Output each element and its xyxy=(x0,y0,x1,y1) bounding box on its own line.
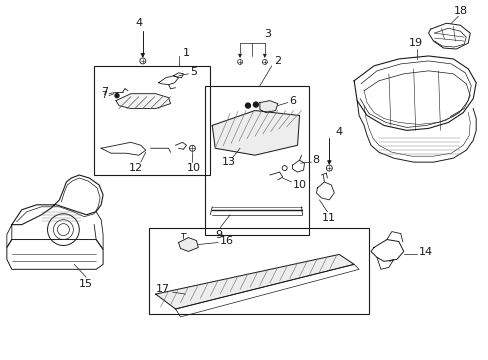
Circle shape xyxy=(253,102,258,107)
Text: 19: 19 xyxy=(408,38,422,48)
Circle shape xyxy=(245,103,250,108)
Text: 10: 10 xyxy=(292,180,306,190)
Polygon shape xyxy=(212,111,299,155)
Text: 18: 18 xyxy=(452,6,467,16)
Polygon shape xyxy=(155,255,353,309)
Text: 8: 8 xyxy=(312,155,319,165)
Text: 15: 15 xyxy=(79,279,93,289)
Text: 7: 7 xyxy=(101,87,108,97)
Text: 13: 13 xyxy=(222,157,236,167)
Text: 16: 16 xyxy=(220,235,234,246)
Circle shape xyxy=(115,94,119,98)
Text: 4: 4 xyxy=(335,127,342,138)
Text: 9: 9 xyxy=(215,230,222,239)
Text: 10: 10 xyxy=(186,163,200,173)
Text: 1: 1 xyxy=(182,48,189,58)
Text: 7: 7 xyxy=(101,91,107,100)
Bar xyxy=(205,86,309,235)
Text: 4: 4 xyxy=(135,18,142,28)
Text: 3: 3 xyxy=(264,29,270,39)
Polygon shape xyxy=(178,238,198,251)
Text: 17: 17 xyxy=(155,284,169,294)
Bar xyxy=(148,228,368,314)
Text: 5: 5 xyxy=(190,67,197,77)
Bar xyxy=(94,66,210,175)
Polygon shape xyxy=(259,100,277,113)
Text: 12: 12 xyxy=(129,163,142,173)
Polygon shape xyxy=(116,94,170,109)
Text: 14: 14 xyxy=(418,247,432,257)
Text: 2: 2 xyxy=(273,56,280,66)
Text: 11: 11 xyxy=(321,213,335,223)
Text: 6: 6 xyxy=(289,96,296,105)
